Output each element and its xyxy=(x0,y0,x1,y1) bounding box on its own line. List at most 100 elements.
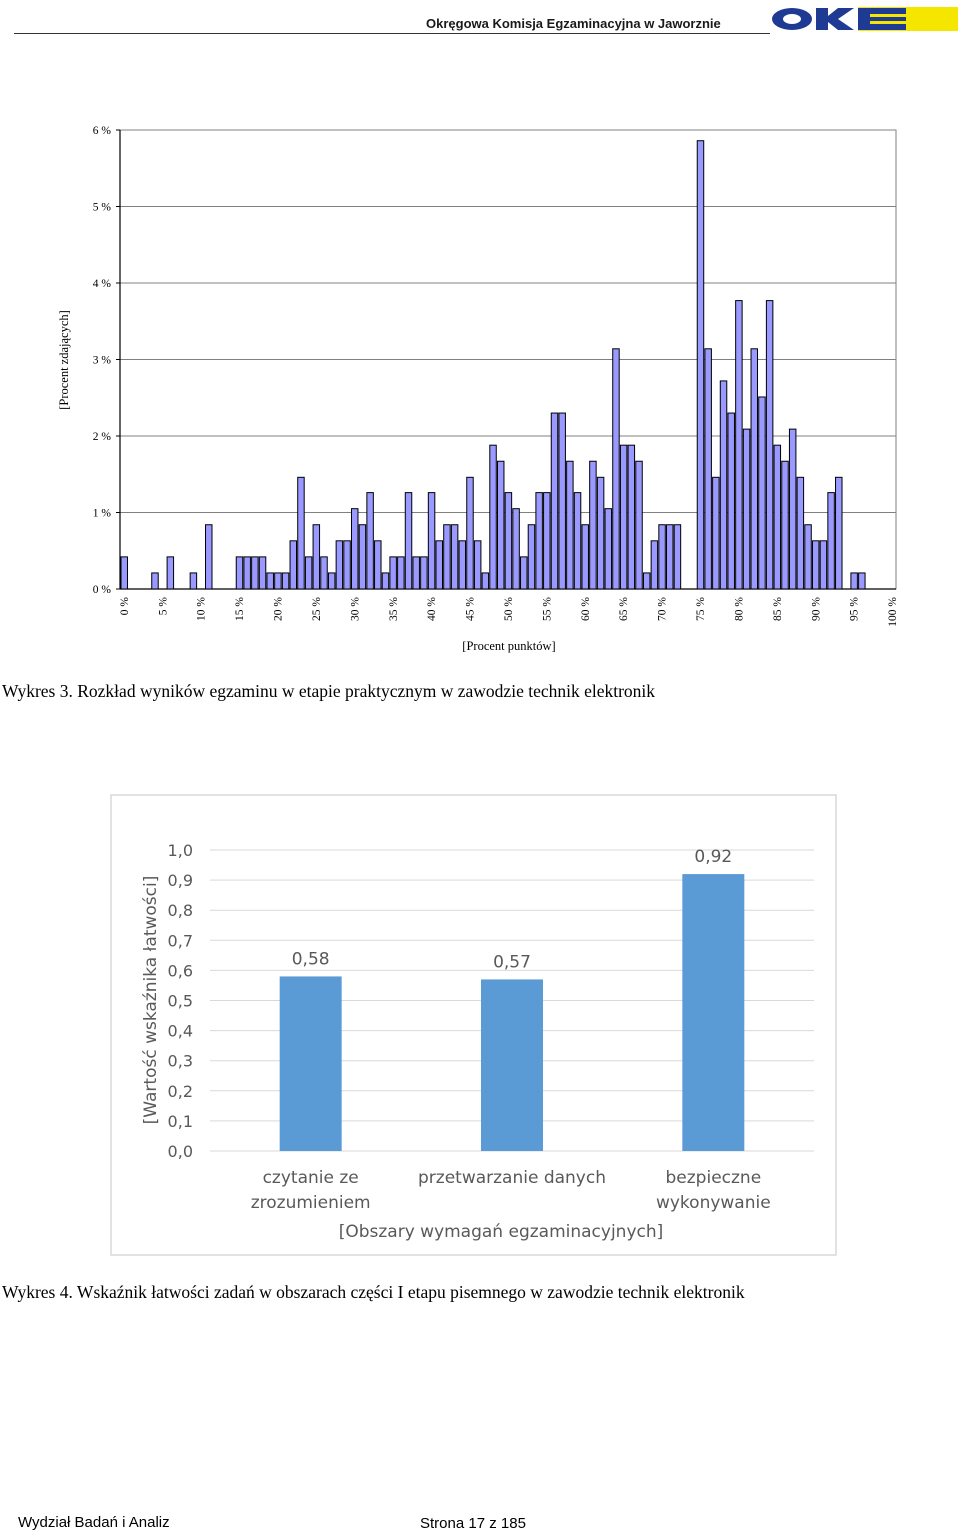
chart1-x-tick-label: 65 % xyxy=(618,597,630,621)
chart1-caption: Wykres 3. Rozkład wyników egzaminu w eta… xyxy=(2,681,656,701)
chart2-y-axis-label: [Wartość wskaźnika łatwości] xyxy=(141,876,161,1125)
chart2-y-tick-label: 0,3 xyxy=(168,1052,193,1071)
chart2-bar xyxy=(279,976,342,1151)
chart1-bar xyxy=(604,508,613,590)
chart1-x-tick-label: 60 % xyxy=(580,597,592,621)
chart1-bar xyxy=(420,556,428,590)
chart1-bar xyxy=(520,556,528,590)
chart1-bar xyxy=(381,572,390,590)
chart1-bar xyxy=(735,300,743,590)
chart2-y-tick-label: 0,6 xyxy=(168,961,193,980)
chart1-bar xyxy=(850,572,858,590)
chart1-x-tick-label: 55 % xyxy=(541,597,553,621)
chart1-bar xyxy=(773,444,782,590)
chart1-x-tick-label: 85 % xyxy=(772,597,784,621)
chart1-y-tick-label: 1 % xyxy=(93,508,112,520)
chart2-bar xyxy=(682,874,745,1151)
chart1-bar xyxy=(320,556,328,590)
chart2-y-tick-label: 0,2 xyxy=(168,1082,193,1101)
chart1-bar xyxy=(781,460,789,590)
chart1-bar xyxy=(627,444,636,590)
chart2-caption: Wykres 4. Wskaźnik łatwości zadań w obsz… xyxy=(2,1282,745,1302)
chart1-bar xyxy=(266,572,274,590)
chart1-x-tick-label: 25 % xyxy=(311,597,323,621)
chart1-x-axis-label: [Procent punktów] xyxy=(462,639,555,653)
chart1-y-tick-label: 0 % xyxy=(93,584,112,596)
chart1-y-tick-label: 3 % xyxy=(93,355,112,367)
chart1-bar xyxy=(473,540,482,590)
chart1-bar xyxy=(366,492,374,590)
chart1-bar xyxy=(835,476,843,590)
chart1-bar xyxy=(297,476,305,590)
chart2-x-axis-label: [Obszary wymagań egzaminacyjnych] xyxy=(339,1222,664,1242)
chart1-bar xyxy=(535,492,543,590)
chart1-x-tick-label: 90 % xyxy=(810,597,822,621)
header-title: Okręgowa Komisja Egzaminacyjna w Jaworzn… xyxy=(426,16,721,31)
chart1-x-tick-label: 80 % xyxy=(733,597,745,621)
chart1-bar xyxy=(243,556,251,590)
chart1-x-tick-label: 30 % xyxy=(349,597,361,621)
chart1-bar xyxy=(796,476,805,590)
chart1-bar xyxy=(589,460,597,590)
chart1-y-tick-label: 5 % xyxy=(93,202,112,214)
chart1-bar xyxy=(189,572,198,590)
chart1-bar xyxy=(673,524,682,590)
chart1-bar xyxy=(281,572,290,590)
chart2-y-tick-label: 0,4 xyxy=(168,1022,193,1041)
chart1-bar xyxy=(151,572,159,590)
chart1-bar xyxy=(120,556,128,590)
chart1-bar xyxy=(481,572,490,590)
chart1-bar xyxy=(205,524,213,590)
chart2-y-tick-label: 1,0 xyxy=(168,841,193,860)
chart1-y-tick-label: 6 % xyxy=(93,125,112,137)
chart1-bar xyxy=(819,540,828,590)
chart1-x-ticks: 0 % 5 % 10 % 15 % 20 % 25 % 30 % 35 % 40 % 45 % 50… xyxy=(119,597,899,627)
chart1-x-tick-label: 40 % xyxy=(426,597,438,621)
chart1-x-tick-label: 0 % xyxy=(119,597,131,616)
chart1-bar xyxy=(235,556,244,590)
chart1-bar xyxy=(742,428,751,590)
chart1-x-tick-label: 20 % xyxy=(273,597,285,621)
chart1-bar xyxy=(389,556,397,590)
chart1-bar xyxy=(374,540,382,590)
chart2-data-label: 0,58 xyxy=(292,949,330,969)
header-divider xyxy=(14,33,946,34)
chart1-x-tick-label: 15 % xyxy=(234,597,246,621)
chart2-bar xyxy=(481,979,543,1151)
chart1-bar xyxy=(496,460,505,590)
chart1-bar xyxy=(704,348,712,590)
chart1-bar xyxy=(435,540,443,590)
chart1-bar xyxy=(642,572,651,590)
chart1-bar xyxy=(489,444,497,590)
chart2-y-ticks: 0,0 0,1 0,2 0,3 0,4 0,5 0,6 0,7 0,8 0,9 1,0 xyxy=(168,841,193,1161)
chart1-x-tick-label: 50 % xyxy=(503,597,515,621)
chart2-category-label: przetwarzanie danych xyxy=(418,1168,606,1188)
chart1-bar xyxy=(566,460,574,590)
chart1-bar xyxy=(466,476,474,590)
chart1-bar xyxy=(827,492,835,590)
chart2-bars xyxy=(279,874,745,1151)
chart1-bar xyxy=(596,476,605,590)
chart1-bar xyxy=(558,412,566,590)
chart1-x-tick-label: 35 % xyxy=(388,597,400,621)
chart1-bar xyxy=(427,492,436,590)
chart2-y-tick-label: 0,5 xyxy=(168,992,193,1011)
chart1-bar xyxy=(727,412,735,590)
chart1-bar xyxy=(527,524,536,590)
chart1-x-tick-label: 45 % xyxy=(465,597,477,621)
chart1-x-tick-label: 75 % xyxy=(695,597,707,621)
chart1-bar xyxy=(458,540,467,590)
chart1-bar xyxy=(788,428,797,590)
chart1-bar xyxy=(666,524,674,590)
chart1-bar xyxy=(312,524,321,590)
chart1-bar xyxy=(765,300,774,590)
oke-logo xyxy=(770,5,958,35)
chart1-x-tick-label: 70 % xyxy=(657,597,669,621)
chart2-category-label: zrozumieniem xyxy=(251,1193,371,1213)
chart1-x-tick-label: 95 % xyxy=(849,597,861,621)
chart1-x-tick-label: 100 % xyxy=(887,597,899,627)
footer-department: Wydział Badań i Analiz xyxy=(18,1514,170,1531)
chart1-bar xyxy=(350,508,359,590)
chart1-bar xyxy=(412,556,420,590)
chart2-y-tick-label: 0,0 xyxy=(168,1142,193,1161)
